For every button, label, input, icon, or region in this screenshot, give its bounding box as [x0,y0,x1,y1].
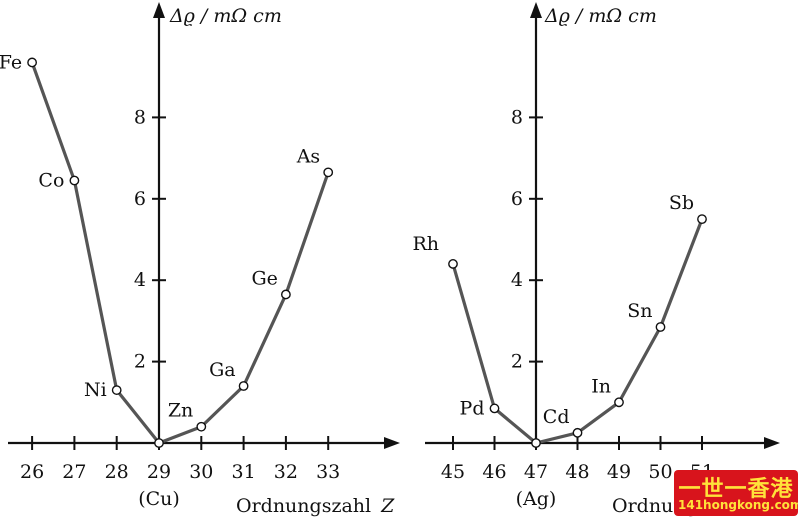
data-point-marker [531,438,541,448]
origin-element-label: (Cu) [138,488,180,510]
x-tick-label: 49 [607,461,631,483]
x-tick-label: 46 [482,461,506,483]
data-point-marker [69,175,80,186]
data-point-marker [572,427,583,438]
data-point-marker [280,289,291,300]
x-tick-label: 48 [565,461,589,483]
x-tick-label: 27 [62,461,86,483]
x-tick-label: 33 [316,461,340,483]
x-tick-label: 29 [147,461,171,483]
data-point-marker [238,381,249,391]
watermark-logo: 一世一香港 141hongkong.com [674,470,798,516]
y-tick-label: 4 [511,269,523,291]
x-tick-label: 28 [105,461,129,483]
origin-element-label: (Ag) [516,488,557,510]
x-axis-arrow [384,437,400,449]
data-point-marker [154,438,164,448]
y-axis-arrow [153,2,165,18]
data-point-label: Sb [669,192,694,214]
x-axis-title: Ordnungszahl Z [236,495,395,517]
y-tick-label: 2 [134,351,146,373]
data-point-label: Ge [251,267,277,289]
data-point-label: Cd [543,406,570,428]
x-tick-label: 31 [232,461,256,483]
data-point-label: Rh [412,233,439,255]
data-point-marker [614,397,624,408]
watermark-url: 141hongkong.com [678,498,798,512]
data-point-marker [697,214,707,225]
data-point-marker [196,421,207,432]
x-tick-label: 26 [20,461,44,483]
right-panel: Δϱ / mΩ cm454647484950512468(Ag)OrdnungR… [412,2,780,517]
data-point-label: Zn [168,400,193,422]
data-point-marker [323,167,334,178]
data-point-marker [655,322,666,332]
y-tick-label: 4 [134,269,146,291]
x-tick-label: 32 [274,461,298,483]
y-tick-label: 6 [134,188,146,210]
data-point-marker [27,57,37,68]
data-point-label: Sn [627,300,652,322]
x-tick-label: 50 [648,461,672,483]
data-point-label: Pd [460,397,485,419]
y-tick-label: 6 [511,188,523,210]
left-panel: Δϱ / mΩ cm 26 27 28 29 30 31 32 33 2 4 6 8 (Cu) Ordnun… [0,2,400,517]
data-point-marker [489,403,500,414]
series-line-left-branch [30,61,161,444]
y-axis-title: Δϱ / mΩ cm [544,5,657,27]
data-point-label: As [296,145,320,167]
x-tick-label: 47 [524,461,548,483]
data-point-marker [448,259,458,269]
watermark-title: 一世一香港 [678,477,794,502]
x-tick-label: 45 [441,461,465,483]
y-tick-label: 2 [511,351,523,373]
data-point-label: Ni [84,379,107,401]
y-axis-arrow [530,2,542,18]
y-tick-label: 8 [134,106,146,128]
data-point-label: Co [38,169,64,191]
data-point-label: In [591,375,611,397]
data-point-label: Ga [209,359,236,381]
x-axis-symbol: Z [380,495,395,517]
x-axis-arrow [764,437,780,449]
y-tick-label: 8 [511,106,523,128]
x-tick-label: 30 [189,461,213,483]
y-axis-title: Δϱ / mΩ cm [169,5,282,27]
data-point-label: Fe [0,51,22,73]
data-point-marker [111,385,122,395]
